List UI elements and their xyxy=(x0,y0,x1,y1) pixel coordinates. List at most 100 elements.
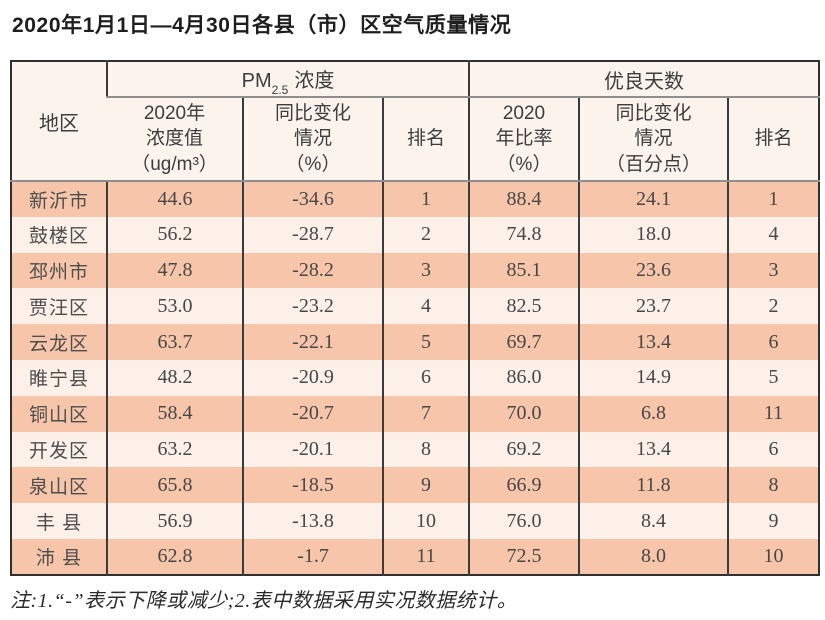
pm-rank-cell: 8 xyxy=(382,431,469,468)
table-row: 铜山区 58.4 -20.7 7 70.0 6.8 11 xyxy=(11,395,820,432)
good-rank-cell: 2 xyxy=(726,288,820,325)
pm-change-cell: -20.7 xyxy=(242,395,383,432)
header-pm-change: 同比变化 情况 （%） xyxy=(242,97,383,182)
good-rank-cell: 1 xyxy=(726,181,820,217)
region-cell: 贾汪区 xyxy=(28,297,89,319)
pm-rank-cell: 4 xyxy=(382,288,469,325)
pm-rank-cell: 5 xyxy=(382,324,469,360)
pm-rank-cell: 1 xyxy=(382,181,469,217)
pm-change-cell: -1.7 xyxy=(242,538,383,575)
pm-change-cell: -13.8 xyxy=(242,503,383,539)
good-rate-cell: 82.5 xyxy=(468,288,579,325)
pm-change-cell: -20.1 xyxy=(242,431,383,468)
good-rank-cell: 4 xyxy=(726,216,820,253)
pm-rank-cell: 3 xyxy=(382,252,469,289)
good-change-cell: 24.1 xyxy=(578,181,728,217)
pm-value-cell: 65.8 xyxy=(106,467,243,504)
pm-value-cell: 63.7 xyxy=(106,324,243,360)
table-row: 丰 县 56.9 -13.8 10 76.0 8.4 9 xyxy=(11,503,820,539)
table-row: 鼓楼区 56.2 -28.7 2 74.8 18.0 4 xyxy=(11,216,820,253)
header-pm-value: 2020年 浓度值 （ug/m³） xyxy=(107,97,243,182)
good-rank-cell: 5 xyxy=(726,359,820,396)
footnote: 注:1.“-”表示下降或减少;2.表中数据采用实况数据统计。 xyxy=(10,590,518,612)
good-rank-cell: 6 xyxy=(726,431,820,468)
good-rank-cell: 9 xyxy=(726,503,820,539)
header-pm-rank: 排名 xyxy=(382,97,469,182)
pm-rank-cell: 11 xyxy=(382,538,469,575)
pm-value-cell: 44.6 xyxy=(106,181,243,217)
good-change-cell: 8.4 xyxy=(578,503,728,539)
good-rate-cell: 69.7 xyxy=(468,324,579,360)
good-rate-cell: 72.5 xyxy=(468,538,579,575)
pm25-subscript: 2.5 xyxy=(271,82,289,97)
table-body: 新沂市 44.6 -34.6 1 88.4 24.1 1 鼓楼区 56.2 -2… xyxy=(11,181,820,575)
region-cell: 鼓楼区 xyxy=(28,226,89,248)
good-change-cell: 18.0 xyxy=(578,216,728,253)
good-change-cell: 14.9 xyxy=(578,359,728,396)
pm-change-cell: -28.7 xyxy=(242,216,383,253)
pm-value-cell: 63.2 xyxy=(106,431,243,468)
pm-change-cell: -28.2 xyxy=(242,252,383,289)
good-rate-cell: 85.1 xyxy=(468,252,579,289)
pm-value-cell: 62.8 xyxy=(106,538,243,575)
good-change-cell: 11.8 xyxy=(578,467,728,504)
pm-value-cell: 53.0 xyxy=(106,288,243,325)
table-row: 邳州市 47.8 -28.2 3 85.1 23.6 3 xyxy=(11,252,820,289)
good-rank-cell: 10 xyxy=(726,538,820,575)
table-row: 云龙区 63.7 -22.1 5 69.7 13.4 6 xyxy=(11,324,820,360)
region-cell: 沛 县 xyxy=(35,547,83,569)
pm-change-cell: -20.9 xyxy=(242,359,383,396)
page-title: 2020年1月1日—4月30日各县（市）区空气质量情况 xyxy=(12,14,512,37)
pm-rank-cell: 6 xyxy=(382,359,469,396)
good-rate-cell: 69.2 xyxy=(468,431,579,468)
region-cell: 睢宁县 xyxy=(28,369,89,391)
pm-change-cell: -23.2 xyxy=(242,288,383,325)
pm-rank-cell: 9 xyxy=(382,467,469,504)
good-rank-cell: 8 xyxy=(726,467,820,504)
pm-value-cell: 48.2 xyxy=(106,359,243,396)
good-change-cell: 8.0 xyxy=(578,538,728,575)
table-row: 贾汪区 53.0 -23.2 4 82.5 23.7 2 xyxy=(11,288,820,325)
good-rank-cell: 11 xyxy=(726,395,820,432)
pm25-prefix: PM xyxy=(241,69,272,92)
good-change-cell: 13.4 xyxy=(578,431,728,468)
region-cell: 丰 县 xyxy=(35,512,83,534)
good-rate-cell: 70.0 xyxy=(468,395,579,432)
pm-rank-cell: 10 xyxy=(382,503,469,539)
pm-change-cell: -22.1 xyxy=(242,324,383,360)
header-good-rank: 排名 xyxy=(726,97,820,182)
header-good-change: 同比变化 情况 （百分点） xyxy=(578,97,728,182)
good-change-cell: 23.6 xyxy=(578,252,728,289)
good-rank-cell: 3 xyxy=(726,252,820,289)
region-cell: 云龙区 xyxy=(28,333,89,355)
good-change-cell: 6.8 xyxy=(578,395,728,432)
pm-value-cell: 47.8 xyxy=(106,252,243,289)
region-cell: 开发区 xyxy=(28,440,89,462)
good-change-cell: 23.7 xyxy=(578,288,728,325)
air-quality-table: 地区 PM2.5 浓度 优良天数 2020年 浓度值 （ug/m³） 同比变化 情… xyxy=(10,60,821,576)
region-cell: 新沂市 xyxy=(28,190,89,212)
good-rate-cell: 66.9 xyxy=(468,467,579,504)
header-group-pm25: PM2.5 浓度 xyxy=(106,61,469,98)
region-cell: 邳州市 xyxy=(28,261,89,283)
pm-change-cell: -34.6 xyxy=(242,181,383,217)
good-rate-cell: 74.8 xyxy=(468,216,579,253)
pm-change-cell: -18.5 xyxy=(242,467,383,504)
table-header: 地区 PM2.5 浓度 优良天数 2020年 浓度值 （ug/m³） 同比变化 情… xyxy=(11,61,820,182)
region-cell: 泉山区 xyxy=(28,476,89,498)
pm25-suffix: 浓度 xyxy=(294,69,335,92)
pm-value-cell: 56.2 xyxy=(106,216,243,253)
header-group-row: 地区 PM2.5 浓度 优良天数 xyxy=(11,61,820,182)
good-rank-cell: 6 xyxy=(726,324,820,360)
table-row: 睢宁县 48.2 -20.9 6 86.0 14.9 5 xyxy=(11,359,820,396)
header-group-good-days: 优良天数 xyxy=(467,61,820,98)
good-rate-cell: 76.0 xyxy=(468,503,579,539)
table-row: 泉山区 65.8 -18.5 9 66.9 11.8 8 xyxy=(11,467,820,504)
pm-rank-cell: 7 xyxy=(382,395,469,432)
pm-rank-cell: 2 xyxy=(382,216,469,253)
good-change-cell: 13.4 xyxy=(578,324,728,360)
header-sub-row: 2020年 浓度值 （ug/m³） 同比变化 情况 （%） 排名 2020 年比… xyxy=(11,97,820,182)
header-region: 地区 xyxy=(11,61,107,182)
header-good-rate: 2020 年比率 （%） xyxy=(468,97,579,182)
